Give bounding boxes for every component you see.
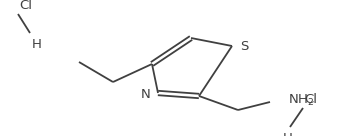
Text: H: H	[32, 38, 42, 51]
Text: NH$_2$: NH$_2$	[288, 92, 314, 108]
Text: S: S	[240, 39, 248, 52]
Text: N: N	[140, 89, 150, 101]
Text: H: H	[283, 132, 293, 136]
Text: Cl: Cl	[304, 93, 317, 106]
Text: Cl: Cl	[19, 0, 32, 12]
